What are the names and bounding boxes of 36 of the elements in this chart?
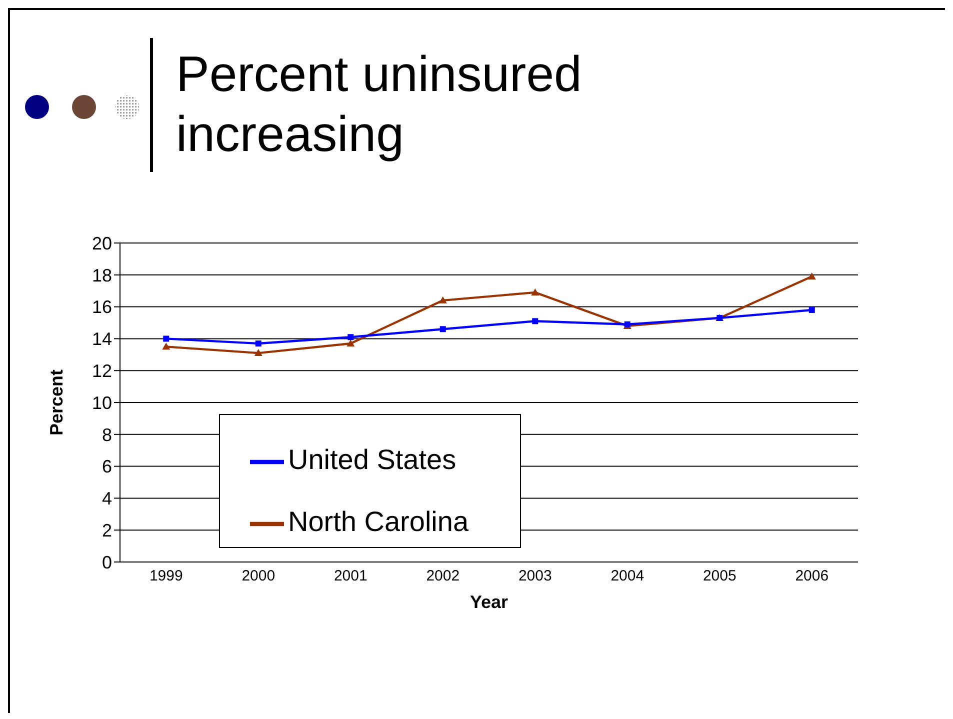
y-tick-label: 14 [92, 329, 112, 350]
point [438, 296, 447, 304]
point [254, 349, 262, 356]
point [440, 326, 446, 332]
y-tick-label: 16 [92, 297, 112, 318]
point [162, 342, 170, 350]
point [532, 318, 538, 324]
point [346, 339, 355, 346]
legend-label: United States [288, 444, 456, 475]
y-tick-label: 0 [102, 552, 112, 572]
y-tick-label: 10 [92, 392, 112, 413]
chart-title: Percent uninsured increasing [176, 45, 583, 164]
x-axis-title: Year [470, 592, 508, 612]
y-axis-title: Percent [46, 369, 66, 436]
x-tick-label: 2004 [610, 568, 644, 585]
x-tick-label: 2001 [334, 568, 368, 585]
x-tick-label: 2002 [426, 568, 460, 585]
y-tick-label: 12 [92, 360, 112, 381]
point [808, 306, 815, 313]
point [255, 340, 262, 346]
y-tick-label: 18 [92, 265, 112, 286]
x-tick-label: 2005 [702, 568, 736, 585]
point [531, 288, 540, 296]
y-tick-label: 8 [102, 424, 112, 445]
y-tick-label: 2 [102, 520, 112, 540]
point [163, 336, 170, 342]
x-tick-label: 2000 [242, 568, 276, 585]
legend-label: North Carolina [288, 506, 469, 537]
y-tick-label: 4 [102, 488, 112, 509]
y-tick-label: 6 [102, 456, 112, 477]
x-tick-label: 2006 [795, 568, 829, 585]
point [348, 334, 354, 340]
point [808, 272, 816, 280]
y-tick-label: 20 [92, 233, 112, 254]
x-tick-label: 1999 [149, 568, 183, 585]
x-tick-label: 2003 [518, 568, 552, 585]
